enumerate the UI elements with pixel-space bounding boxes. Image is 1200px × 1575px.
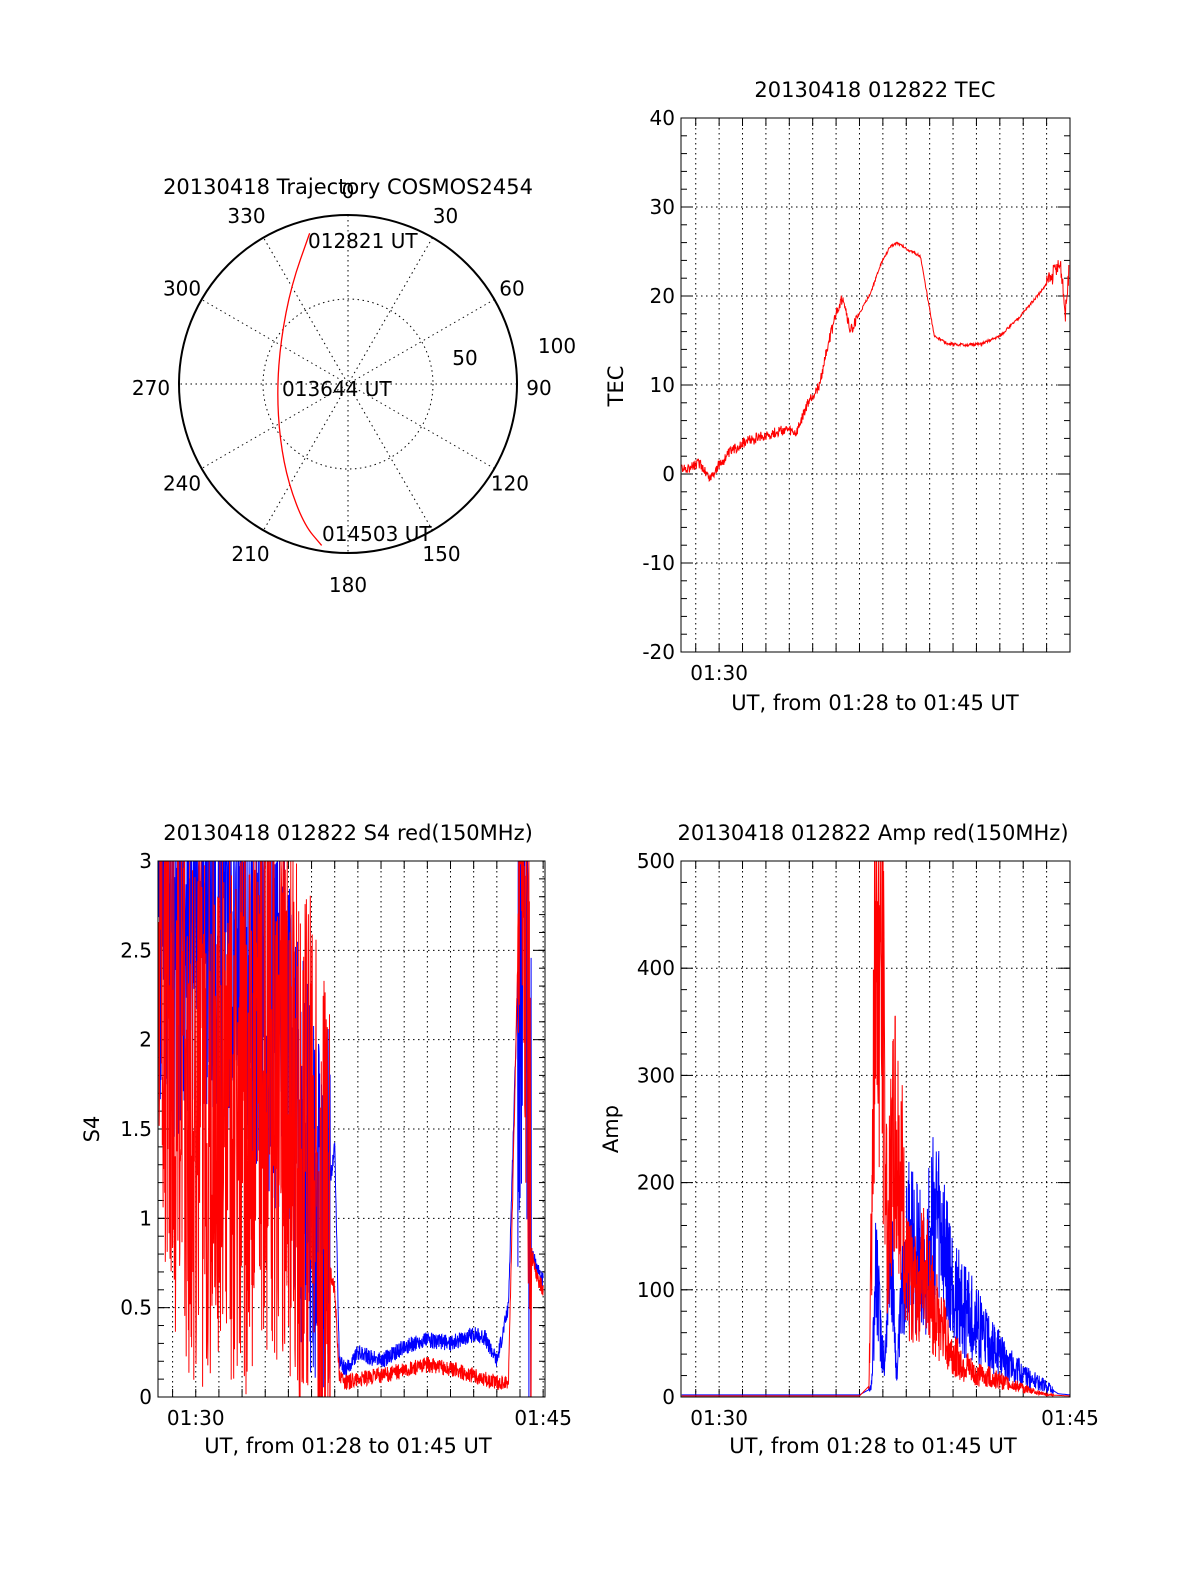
s4-ytick-label: 2.5 xyxy=(120,938,152,962)
tec-xlabel: UT, from 01:28 to 01:45 UT xyxy=(731,691,1019,715)
polar-spoke-150 xyxy=(263,237,433,531)
polar-trajectory-series xyxy=(277,233,323,546)
s4-plot-frame xyxy=(157,860,546,1398)
azimuth-label-180: 180 xyxy=(329,573,367,597)
azimuth-label-210: 210 xyxy=(231,542,269,566)
amp-xtick-label: 01:45 xyxy=(1041,1406,1099,1430)
track-end-label: 014503 UT xyxy=(322,522,432,546)
azimuth-label-0: 0 xyxy=(342,179,355,203)
track-start-label: 012821 UT xyxy=(308,229,418,253)
tec-plot-frame xyxy=(680,117,1071,653)
amp-panel: 20130418 012822 Amp red(150MHz) Amp UT, … xyxy=(599,821,1099,1458)
s4-ytick-label: 3 xyxy=(139,849,152,873)
azimuth-label-270: 270 xyxy=(132,376,170,400)
amp-xtick-label: 01:30 xyxy=(690,1406,748,1430)
tec-ytick-label: 30 xyxy=(650,195,675,219)
track-mid-label: 013644 UT xyxy=(282,377,392,401)
azimuth-label-60: 60 xyxy=(499,277,524,301)
tec-panel: 20130418 012822 TEC TEC UT, from 01:28 t… xyxy=(604,78,1071,715)
s4-ytick-label: 0 xyxy=(139,1385,152,1409)
s4-ytick-label: 1.5 xyxy=(120,1117,152,1141)
azimuth-label-300: 300 xyxy=(163,277,201,301)
azimuth-label-150: 150 xyxy=(422,542,460,566)
polar-inner-ring xyxy=(262,298,434,470)
amp-ytick-label: 500 xyxy=(637,849,675,873)
s4-ylabel: S4 xyxy=(80,1116,104,1143)
polar-azimuth-labels: 0 30 60 90 120 150 180 210 240 270 300 330 xyxy=(132,179,552,597)
polar-spoke-30 xyxy=(263,237,433,531)
tec-ytick-label: 20 xyxy=(650,284,675,308)
amp-ytick-label: 400 xyxy=(637,956,675,980)
s4-series-blue xyxy=(158,861,544,1397)
azimuth-label-120: 120 xyxy=(491,472,529,496)
s4-xtick-label: 01:30 xyxy=(167,1406,225,1430)
s4-xlabel: UT, from 01:28 to 01:45 UT xyxy=(204,1434,492,1458)
amp-series-red xyxy=(681,861,1070,1397)
polar-title: 20130418 Trajectory COSMOS2454 xyxy=(163,175,533,199)
azimuth-label-30: 30 xyxy=(433,204,458,228)
polar-ring-label-50: 50 xyxy=(452,346,477,370)
tec-xtick-label: 01:30 xyxy=(690,661,748,685)
tec-ytick-label: 0 xyxy=(662,462,675,486)
polar-trajectory-line xyxy=(277,233,323,546)
polar-ring-label-100: 100 xyxy=(538,334,576,358)
polar-spoke-60 xyxy=(201,299,495,469)
s4-panel: 20130418 012822 S4 red(150MHz) S4 UT, fr… xyxy=(80,821,572,1458)
s4-ytick-label: 0.5 xyxy=(120,1296,152,1320)
amp-ytick-label: 200 xyxy=(637,1171,675,1195)
amp-xlabel: UT, from 01:28 to 01:45 UT xyxy=(729,1434,1017,1458)
tec-ytick-label: -20 xyxy=(642,640,675,664)
tec-title: 20130418 012822 TEC xyxy=(754,78,995,102)
tec-ytick-label: 40 xyxy=(650,106,675,130)
tec-series-red xyxy=(681,241,1070,483)
amp-series-group xyxy=(681,861,1070,1397)
polar-spoke-120 xyxy=(201,299,495,469)
tec-ytick-label: 10 xyxy=(650,373,675,397)
amp-series-blue xyxy=(681,1137,1070,1396)
azimuth-label-240: 240 xyxy=(163,472,201,496)
s4-ytick-label: 1 xyxy=(139,1206,152,1230)
s4-series-group xyxy=(158,861,544,1397)
amp-plot-frame xyxy=(680,860,1071,1398)
polar-spokes xyxy=(179,215,517,553)
azimuth-label-330: 330 xyxy=(227,204,265,228)
s4-xtick-label: 01:45 xyxy=(514,1406,572,1430)
tec-ylabel: TEC xyxy=(604,366,628,408)
amp-ylabel: Amp xyxy=(599,1105,623,1153)
azimuth-label-90: 90 xyxy=(526,376,551,400)
tec-ytick-label: -10 xyxy=(642,551,675,575)
amp-ytick-label: 100 xyxy=(637,1278,675,1302)
tec-series-group xyxy=(681,241,1070,483)
amp-ytick-label: 300 xyxy=(637,1063,675,1087)
amp-ytick-label: 0 xyxy=(662,1385,675,1409)
s4-title: 20130418 012822 S4 red(150MHz) xyxy=(163,821,533,845)
s4-series-red xyxy=(158,861,544,1397)
polar-trajectory-panel: 20130418 Trajectory COSMOS2454 0 30 60 90 12… xyxy=(132,175,576,597)
amp-title: 20130418 012822 Amp red(150MHz) xyxy=(677,821,1068,845)
s4-ytick-label: 2 xyxy=(139,1028,152,1052)
